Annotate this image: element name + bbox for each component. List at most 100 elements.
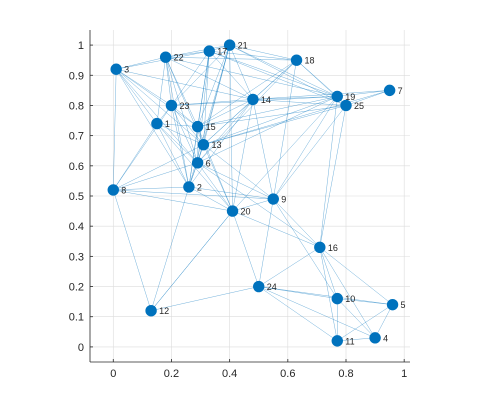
edge-17-25	[209, 50, 347, 106]
node-17	[203, 45, 215, 57]
node-10	[331, 292, 343, 305]
edge-22-19	[165, 56, 338, 97]
edge-18-9	[273, 60, 297, 200]
edge-21-25	[229, 44, 347, 106]
node-20	[226, 205, 239, 217]
edge-3-6	[115, 69, 198, 163]
node-5	[386, 298, 399, 311]
edge-16-4	[319, 247, 376, 338]
edge-1-8	[113, 123, 158, 191]
node-label-5: 5	[401, 300, 406, 310]
edge-25-16	[319, 105, 347, 248]
node-25	[340, 99, 352, 112]
node-7	[383, 84, 396, 97]
edge-23-8	[113, 105, 172, 191]
y-tick-label-0: 0	[78, 342, 84, 354]
edge-20-24	[232, 211, 259, 287]
node-6	[191, 157, 204, 169]
y-tick-label-2: 0.2	[69, 282, 84, 294]
node-labels: 1234567891011121314151617181920212223242…	[121, 41, 405, 347]
node-label-6: 6	[206, 158, 211, 168]
node-3	[110, 63, 122, 75]
edge-24-12	[151, 286, 259, 311]
y-tick-label-8: 0.8	[69, 100, 84, 112]
node-label-21: 21	[238, 41, 248, 51]
edge-7-14	[252, 90, 390, 100]
edge-17-13	[203, 51, 210, 145]
edge-10-4	[337, 298, 376, 339]
edge-21-15	[197, 44, 230, 127]
edge-2-12	[150, 186, 190, 311]
node-22	[159, 51, 172, 63]
edge-23-14	[171, 99, 253, 106]
node-label-13: 13	[211, 140, 221, 150]
edge-3-15	[116, 69, 198, 127]
node-label-24: 24	[267, 282, 277, 292]
y-tick-label-4: 0.4	[69, 221, 84, 233]
y-tick-label-9: 0.9	[69, 70, 84, 82]
edge-2-9	[188, 186, 274, 200]
edge-9-10	[273, 198, 338, 299]
edge-15-14	[197, 99, 254, 127]
edge-22-14	[165, 56, 254, 100]
node-label-9: 9	[281, 195, 286, 205]
node-12	[145, 304, 157, 317]
node-label-3: 3	[124, 65, 129, 75]
x-tick-label-4: 0.8	[338, 368, 353, 380]
grid	[90, 30, 410, 362]
node-4	[369, 332, 381, 344]
node-label-16: 16	[328, 243, 338, 253]
node-label-18: 18	[305, 56, 315, 66]
edge-8-12	[113, 189, 152, 311]
edge-3-14	[116, 68, 253, 100]
x-tick-label-5: 1	[401, 368, 407, 380]
edge-6-20	[197, 162, 233, 212]
node-13	[197, 138, 210, 151]
edge-9-24	[258, 198, 274, 287]
edge-19-20	[232, 96, 338, 212]
edge-22-15	[165, 57, 198, 127]
edge-3-2	[115, 69, 190, 188]
edge-19-6	[197, 96, 338, 164]
node-label-23: 23	[179, 101, 189, 111]
edge-25-14	[252, 99, 347, 106]
node-label-19: 19	[345, 92, 355, 102]
node-label-10: 10	[345, 294, 355, 304]
x-tick-label-1: 0.2	[164, 368, 179, 380]
edge-13-9	[203, 144, 274, 200]
edge-6-8	[113, 162, 198, 191]
node-label-25: 25	[354, 101, 364, 111]
edge-1-2	[156, 123, 190, 188]
edge-16-10	[319, 247, 338, 299]
node-label-11: 11	[345, 336, 354, 346]
node-label-22: 22	[174, 53, 184, 63]
node-15	[191, 120, 204, 133]
node-24	[253, 280, 265, 293]
edge-25-9	[273, 105, 347, 200]
edge-20-16	[232, 210, 320, 248]
y-tick-label-5: 0.5	[69, 191, 84, 203]
edge-18-6	[197, 60, 297, 163]
edge-14-13	[203, 99, 254, 145]
edge-17-18	[209, 50, 297, 61]
edge-10-5	[337, 298, 393, 305]
edge-17-14	[209, 50, 254, 100]
edge-16-5	[319, 247, 393, 305]
edge-18-15	[197, 59, 297, 127]
node-label-12: 12	[159, 306, 169, 316]
node-8	[107, 184, 119, 196]
edge-2-20	[188, 186, 233, 212]
edge-22-1	[156, 57, 166, 124]
edge-20-9	[232, 198, 274, 212]
edge-14-9	[252, 99, 274, 200]
node-label-2: 2	[197, 182, 202, 192]
edge-8-2	[113, 186, 189, 191]
edge-3-8	[113, 69, 117, 190]
edge-22-23	[165, 57, 172, 106]
node-16	[314, 241, 326, 254]
node-label-15: 15	[206, 122, 216, 132]
edge-21-18	[229, 44, 297, 61]
edge-3-23	[116, 69, 172, 106]
edge-5-4	[374, 304, 393, 338]
edge-21-19	[229, 44, 338, 97]
